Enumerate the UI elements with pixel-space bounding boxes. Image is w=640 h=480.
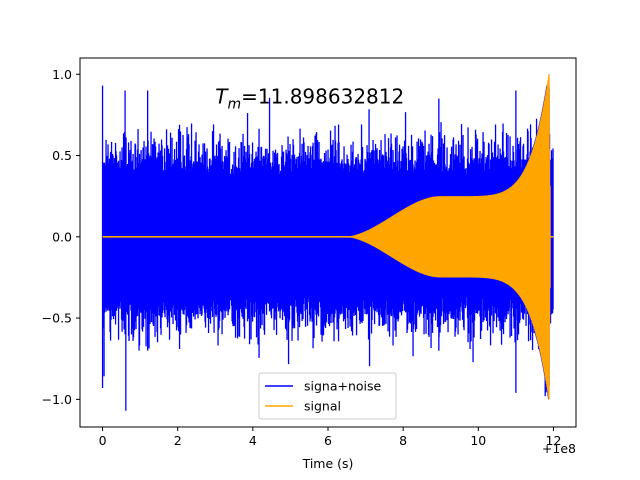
legend-label-signal: signal <box>304 399 341 414</box>
x-tick-label-5: 10 <box>470 433 486 448</box>
x-tick-label-6: 12 <box>546 433 562 448</box>
x-tick-label-3: 6 <box>324 433 332 448</box>
legend: signa+noise signal <box>258 372 397 420</box>
x-tick-label-1: 2 <box>174 433 182 448</box>
x-axis: 0 2 4 6 8 10 12 <box>99 427 562 448</box>
y-axis: −1.0 −0.5 0.0 0.5 1.0 <box>42 67 80 407</box>
x-tick-label-2: 4 <box>249 433 257 448</box>
tm-symbol: T <box>215 85 229 109</box>
series-signal <box>102 74 554 400</box>
y-tick-label-3: 0.5 <box>52 148 72 163</box>
x-offset-label: +1e8 <box>542 441 576 456</box>
x-tick-label-0: 0 <box>99 433 107 448</box>
x-axis-label: Time (s) <box>302 456 354 471</box>
legend-box <box>258 372 397 420</box>
y-tick-label-4: 1.0 <box>52 67 72 82</box>
y-tick-label-1: −0.5 <box>42 311 72 326</box>
legend-label-signa-noise: signa+noise <box>304 379 382 394</box>
plot-area <box>101 74 554 411</box>
tm-annotation: Tm=11.898632812 <box>215 85 404 113</box>
tm-value: =11.898632812 <box>241 85 404 109</box>
y-tick-label-0: −1.0 <box>42 392 72 407</box>
x-tick-label-4: 8 <box>399 433 407 448</box>
tm-subscript: m <box>227 97 241 113</box>
y-tick-label-2: 0.0 <box>52 229 72 244</box>
